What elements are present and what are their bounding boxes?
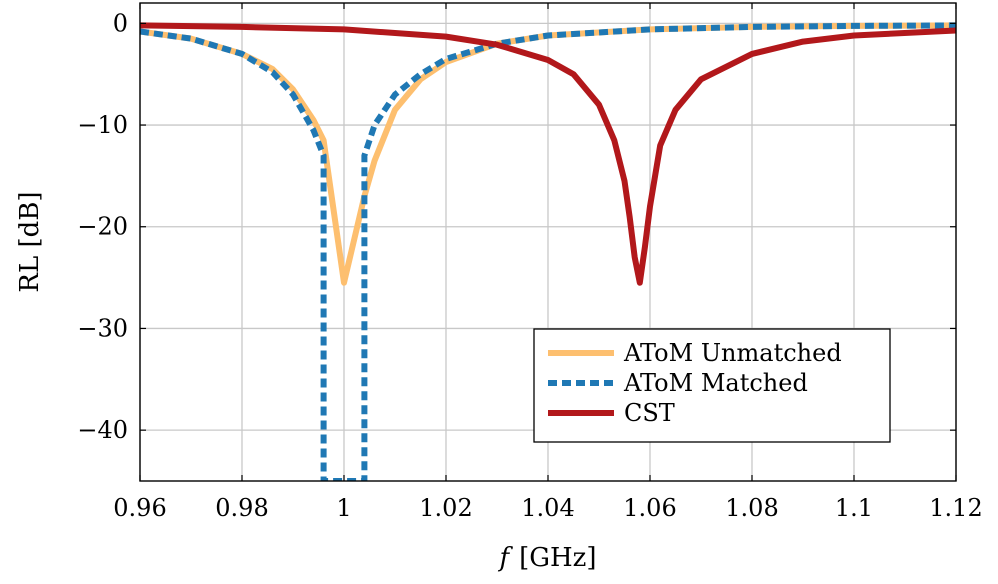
series-layer xyxy=(140,22,956,481)
x-tick-label: 0.98 xyxy=(215,494,268,522)
axis-ticks: 0.96 0.98 1 1.02 1.04 1.06 1.08 1.1 1.12 0 −10 −20 −… xyxy=(77,3,983,522)
y-tick-label: −10 xyxy=(77,111,128,139)
legend-label: CST xyxy=(624,399,675,427)
series-line-cst xyxy=(140,22,956,286)
x-tick-label: 0.96 xyxy=(113,494,166,522)
x-tick-label: 1 xyxy=(336,494,351,522)
x-axis-unit: [GHz] xyxy=(519,543,596,573)
x-tick-label: 1.1 xyxy=(835,494,873,522)
x-tick-label: 1.06 xyxy=(623,494,676,522)
y-tick-label: −20 xyxy=(77,213,128,241)
x-tick-label: 1.12 xyxy=(929,494,982,522)
y-axis-title: RL [dB] xyxy=(15,191,45,292)
x-tick-label: 1.02 xyxy=(419,494,472,522)
x-axis-variable: f xyxy=(497,543,513,573)
x-tick-label: 1.04 xyxy=(521,494,574,522)
y-tick-label: −30 xyxy=(77,314,128,342)
legend-label: AToM Matched xyxy=(623,369,808,397)
x-axis-title: f [GHz] xyxy=(497,543,596,573)
x-tick-label: 1.08 xyxy=(725,494,778,522)
y-tick-label: −40 xyxy=(77,416,128,444)
legend-label: AToM Unmatched xyxy=(623,339,842,367)
series-line-atom-unmatched xyxy=(140,22,956,286)
y-tick-label: 0 xyxy=(113,9,128,37)
series-line-atom-matched xyxy=(140,22,956,481)
